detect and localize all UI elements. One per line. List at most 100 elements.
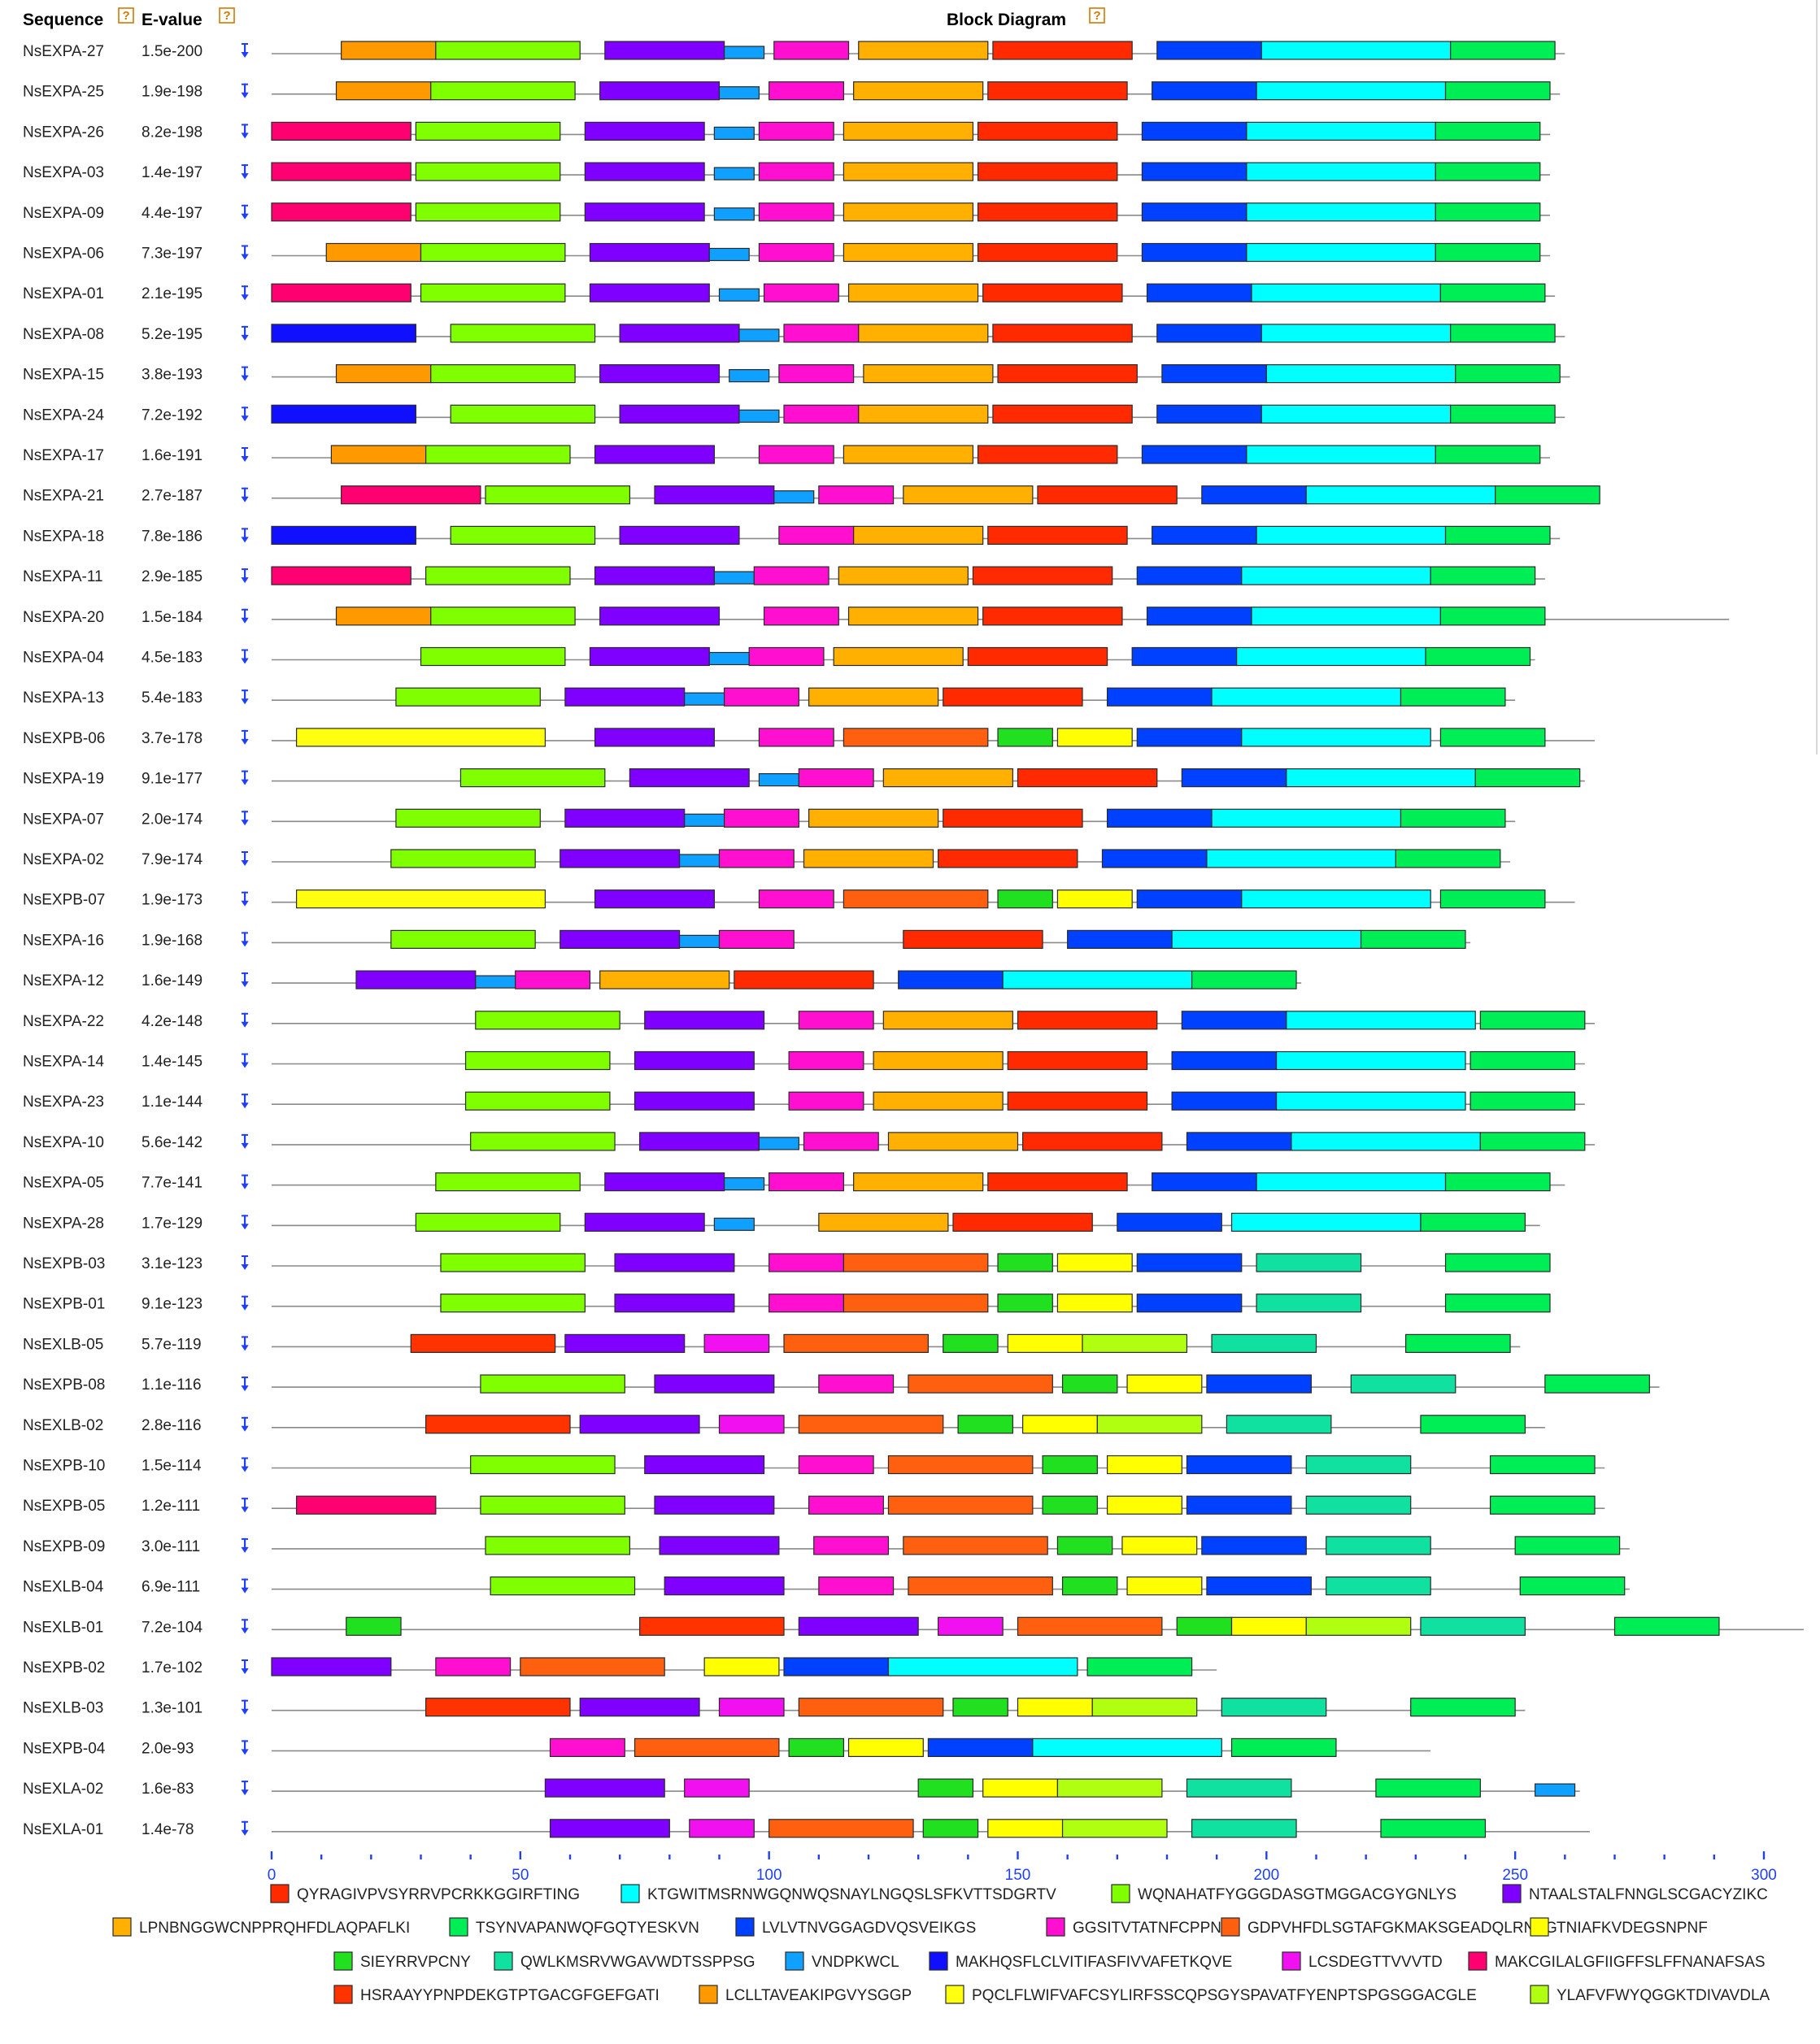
motif-block-green[interactable] xyxy=(1435,202,1541,222)
motif-block-lime[interactable] xyxy=(415,202,561,222)
motif-block-lime[interactable] xyxy=(470,1132,616,1151)
motif-block-lime[interactable] xyxy=(464,1091,611,1111)
download-arrow-icon[interactable] xyxy=(241,1376,249,1392)
sequence-name[interactable]: NsEXPB-03 xyxy=(23,1255,105,1272)
motif-block-green[interactable] xyxy=(1375,1778,1481,1798)
motif-block-darkorg[interactable] xyxy=(1017,1616,1163,1636)
motif-block-cyan[interactable] xyxy=(1251,283,1442,302)
motif-block-green[interactable] xyxy=(1400,687,1506,707)
motif-block-skyblue[interactable] xyxy=(718,288,760,302)
motif-block-orange[interactable] xyxy=(838,566,969,585)
motif-block-orange[interactable] xyxy=(853,525,984,546)
motif-block-blue[interactable] xyxy=(1156,404,1262,424)
motif-block-green[interactable] xyxy=(1420,1212,1526,1232)
motif-block-pink[interactable] xyxy=(808,1495,884,1515)
download-arrow-icon[interactable] xyxy=(241,608,249,624)
motif-block-blue[interactable] xyxy=(1106,687,1213,707)
motif-block-cyan[interactable] xyxy=(1246,162,1436,181)
sequence-name[interactable]: NsEXPB-04 xyxy=(23,1740,106,1757)
motif-block-green2[interactable] xyxy=(997,1294,1053,1313)
motif-block-blue[interactable] xyxy=(1161,364,1267,384)
motif-block-violet[interactable] xyxy=(659,1536,780,1555)
download-arrow-icon[interactable] xyxy=(241,366,249,381)
motif-block-yellow[interactable] xyxy=(1126,1374,1203,1394)
motif-block-lime[interactable] xyxy=(480,1374,625,1394)
motif-block-cyan[interactable] xyxy=(1261,404,1452,424)
motif-block-crimson[interactable] xyxy=(271,162,411,181)
sequence-name[interactable]: NsEXPA-06 xyxy=(23,246,104,263)
motif-block-blue[interactable] xyxy=(1131,646,1238,667)
motif-block-blue[interactable] xyxy=(1136,728,1243,747)
motif-block-orange[interactable] xyxy=(858,41,989,60)
download-arrow-icon[interactable] xyxy=(241,124,249,139)
download-arrow-icon[interactable] xyxy=(241,164,249,180)
download-arrow-icon[interactable] xyxy=(241,811,249,826)
motif-block-violet[interactable] xyxy=(654,1495,775,1515)
motif-block-blue[interactable] xyxy=(1152,81,1257,101)
motif-block-cyan[interactable] xyxy=(1261,41,1452,60)
motif-block-green[interactable] xyxy=(1360,929,1466,950)
motif-block-skyblue[interactable] xyxy=(738,328,780,342)
motif-block-violet[interactable] xyxy=(654,485,775,505)
motif-block-green[interactable] xyxy=(1410,1698,1516,1717)
motif-block-blue[interactable] xyxy=(1141,242,1247,263)
motif-block-green[interactable] xyxy=(1444,1172,1551,1192)
sequence-name[interactable]: NsEXPA-27 xyxy=(23,43,104,60)
motif-block-pink[interactable] xyxy=(758,162,834,181)
motif-block-darkorg[interactable] xyxy=(908,1374,1053,1394)
motif-block-green[interactable] xyxy=(1514,1536,1621,1555)
sequence-name[interactable]: NsEXPB-07 xyxy=(23,892,105,909)
download-arrow-icon[interactable] xyxy=(241,245,249,260)
motif-block-red_q[interactable] xyxy=(977,202,1118,222)
motif-block-yellow[interactable] xyxy=(1022,1415,1098,1434)
download-arrow-icon[interactable] xyxy=(241,285,249,301)
motif-block-blue[interactable] xyxy=(1186,1455,1292,1475)
sequence-name[interactable]: NsEXLA-02 xyxy=(23,1781,103,1798)
download-arrow-icon[interactable] xyxy=(241,204,249,220)
motif-block-pink[interactable] xyxy=(748,646,825,667)
motif-block-violet[interactable] xyxy=(614,1253,735,1272)
motif-block-red_q[interactable] xyxy=(1017,1011,1158,1030)
motif-block-cyan[interactable] xyxy=(1171,929,1362,950)
motif-block-cyan[interactable] xyxy=(1241,566,1431,585)
motif-block-violet[interactable] xyxy=(594,445,715,464)
motif-block-magenta[interactable] xyxy=(938,1616,1004,1636)
motif-block-green2[interactable] xyxy=(997,889,1053,909)
download-arrow-icon[interactable] xyxy=(241,1619,249,1634)
download-arrow-icon[interactable] xyxy=(241,1336,249,1351)
motif-block-green[interactable] xyxy=(1400,808,1506,828)
motif-block-amber[interactable] xyxy=(335,81,432,101)
motif-block-orange[interactable] xyxy=(853,1172,984,1192)
motif-block-darkorg[interactable] xyxy=(798,1415,944,1434)
motif-block-pink[interactable] xyxy=(768,1172,845,1192)
motif-block-skyblue[interactable] xyxy=(684,692,725,706)
motif-block-red_q[interactable] xyxy=(938,849,1078,868)
download-arrow-icon[interactable] xyxy=(241,1457,249,1472)
sequence-name[interactable]: NsEXPA-08 xyxy=(23,326,104,343)
motif-block-cyan[interactable] xyxy=(1032,1737,1222,1757)
motif-block-orange[interactable] xyxy=(873,1091,1004,1111)
sequence-name[interactable]: NsEXLA-01 xyxy=(23,1821,103,1838)
motif-block-yellow2[interactable] xyxy=(295,728,546,747)
motif-block-red_q[interactable] xyxy=(992,404,1133,424)
motif-block-blue[interactable] xyxy=(1152,1172,1257,1192)
motif-block-pink[interactable] xyxy=(768,81,845,101)
motif-block-violet[interactable] xyxy=(564,687,686,707)
motif-block-skyblue[interactable] xyxy=(724,1176,765,1191)
motif-block-orange[interactable] xyxy=(833,646,964,667)
motif-block-red_q[interactable] xyxy=(967,646,1108,667)
sequence-name[interactable]: NsEXPB-01 xyxy=(23,1296,105,1313)
motif-block-cyan[interactable] xyxy=(1230,1212,1422,1232)
download-arrow-icon[interactable] xyxy=(241,325,249,341)
motif-block-lime[interactable] xyxy=(420,646,566,667)
motif-block-yellow[interactable] xyxy=(1106,1495,1182,1515)
motif-block-blue[interactable] xyxy=(1181,1011,1287,1030)
motif-block-darkorg[interactable] xyxy=(843,889,989,909)
motif-block-lime[interactable] xyxy=(450,525,596,546)
motif-block-pink[interactable] xyxy=(798,1455,874,1475)
download-arrow-icon[interactable] xyxy=(241,1699,249,1715)
motif-block-violet[interactable] xyxy=(271,1657,392,1677)
motif-block-green2[interactable] xyxy=(997,1253,1053,1272)
motif-block-pink[interactable] xyxy=(763,283,839,302)
motif-block-skyblue[interactable] xyxy=(1535,1783,1576,1797)
